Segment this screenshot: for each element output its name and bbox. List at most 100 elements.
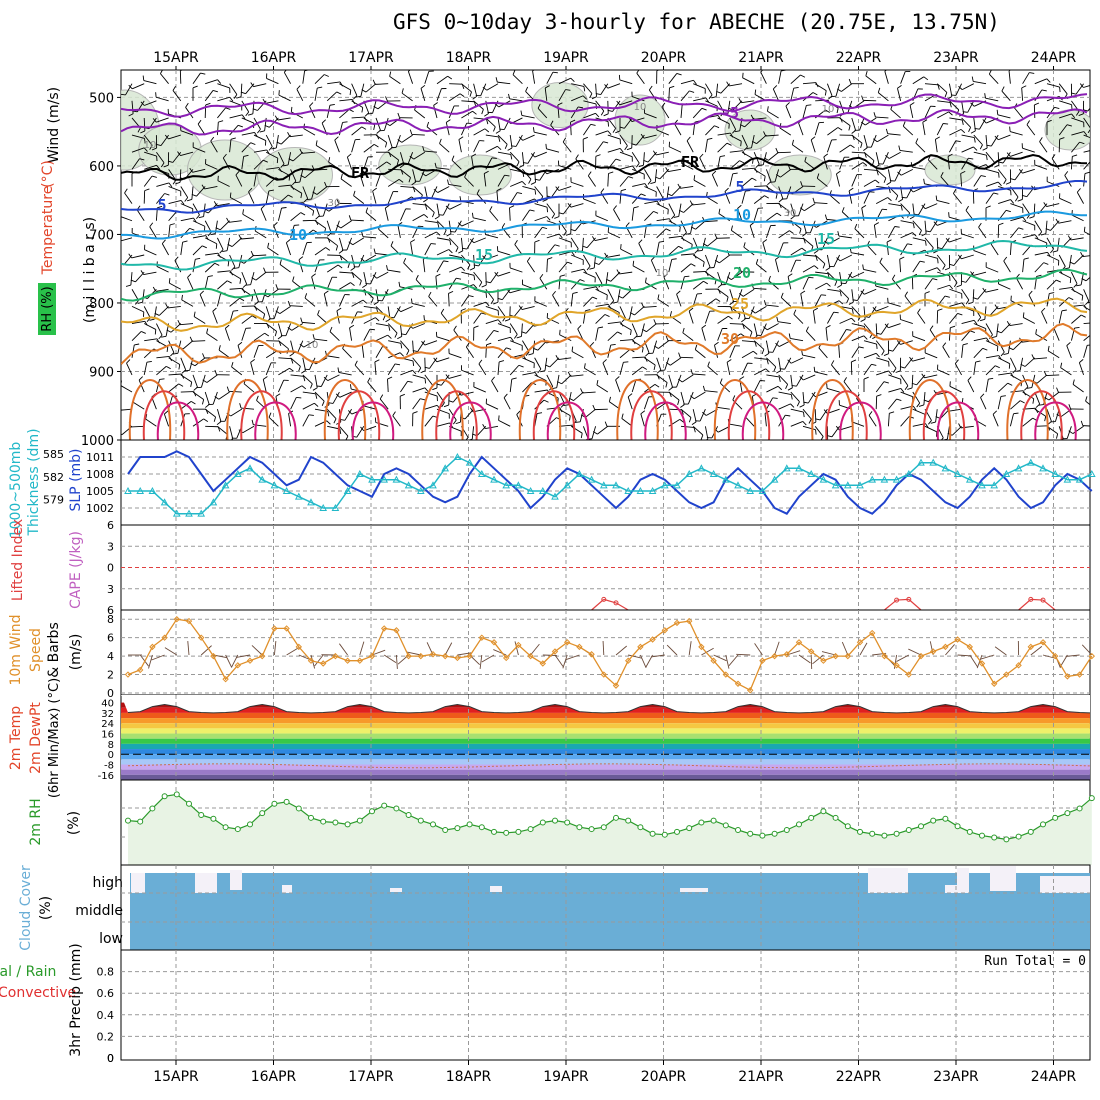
thickness-point	[709, 469, 718, 477]
wind-barb	[940, 176, 950, 187]
wind-barb-flag	[824, 90, 827, 96]
wind-barb-flag	[1073, 283, 1078, 288]
wind10-point	[124, 671, 132, 678]
wind10-barb	[1030, 646, 1043, 656]
wind-barb	[375, 346, 383, 359]
wind-barb-flag	[306, 198, 312, 201]
wind-barb-flag	[1008, 363, 1011, 369]
wind-barb-flag	[587, 171, 592, 176]
wind10-point	[1088, 652, 1096, 660]
wind-barb	[314, 87, 318, 101]
wind-barb-flag	[632, 260, 635, 266]
thickness-point	[575, 469, 584, 477]
wind-barb	[351, 139, 356, 153]
wind-barb	[644, 357, 656, 366]
wind-barb-flag	[361, 126, 367, 130]
wind-barb-flag	[446, 119, 451, 123]
surface-isotherm-lobe	[421, 379, 464, 440]
wind-barb	[302, 414, 310, 427]
wind10-barb	[1081, 644, 1093, 656]
wind10-barb	[896, 654, 910, 662]
wind-barb	[790, 88, 795, 101]
wind-barb-flag	[448, 400, 454, 403]
wind-barb-flag	[884, 70, 888, 72]
wind10-point	[368, 652, 376, 660]
wind-barb	[537, 108, 548, 119]
wind10-point	[759, 657, 766, 664]
wind-barb-flag	[743, 242, 746, 248]
wind-barb-flag	[191, 193, 197, 197]
wind10-barb	[236, 654, 251, 658]
wind-barb-flag	[227, 280, 232, 284]
wind-barb	[145, 418, 157, 427]
wind-barb	[1009, 323, 1023, 326]
wind-barb	[928, 159, 938, 170]
wind-barb	[814, 409, 817, 423]
lifted-tick-label: 6	[107, 604, 114, 617]
wind-barb-flag	[669, 85, 675, 89]
thickness-point	[136, 486, 145, 494]
thickness-point	[148, 486, 157, 494]
wind-barb	[253, 149, 267, 153]
wind-barb	[1083, 334, 1090, 341]
rh2m-point	[881, 832, 888, 839]
wind-barb-flag	[883, 353, 889, 356]
wind-barb	[973, 134, 983, 146]
rh2m-point	[527, 826, 534, 833]
wind-barb	[760, 71, 767, 84]
wind-barb-flag	[497, 297, 503, 301]
wind-barb-flag	[412, 350, 418, 352]
wind-barb	[674, 123, 682, 136]
rh2m-point	[661, 831, 668, 838]
wind-barb-flag	[328, 402, 334, 404]
wind-barb	[253, 83, 267, 88]
wind-barb-flag	[879, 257, 883, 263]
wind-barb	[826, 388, 840, 393]
wind-barb-flag	[815, 418, 821, 421]
wind-barb-flag	[267, 242, 270, 248]
wind-barb	[875, 340, 885, 352]
wind-barb	[731, 271, 743, 280]
wind-barb	[400, 186, 414, 188]
wind-barb	[912, 335, 926, 342]
wind-barb-flag	[762, 239, 768, 243]
wind-barb-flag	[850, 144, 855, 149]
wind-barb	[230, 197, 243, 205]
wind-barb	[338, 122, 343, 136]
wind10-label-c: & Barbs	[46, 622, 62, 678]
wind-barb-flag	[339, 428, 342, 435]
wind-barb-flag	[325, 247, 331, 251]
wind-barb-flag	[846, 298, 850, 304]
wind-barb	[490, 271, 499, 284]
wind-barb-flag	[768, 275, 771, 281]
wind-barb-flag	[443, 260, 449, 263]
wind-barb	[585, 408, 596, 418]
wind-barb-flag	[335, 245, 339, 251]
wind-barb	[485, 330, 495, 341]
wind-barb-flag	[1081, 295, 1084, 301]
thickness-point	[185, 509, 193, 517]
wind-barb	[160, 73, 169, 84]
rh2m-point	[417, 817, 424, 824]
isotherm-15	[121, 239, 1088, 271]
wind10-point	[588, 651, 595, 658]
wind-barb	[1010, 390, 1024, 393]
slp-tick-label: 1002	[86, 502, 114, 515]
wind-barb	[792, 144, 804, 153]
wind-barb-flag	[1008, 347, 1014, 351]
wind-barb	[949, 140, 957, 153]
wind-barb-flag	[640, 193, 646, 197]
wind-barb-flag	[172, 179, 177, 185]
wind-barb	[1001, 323, 1011, 334]
wind-barb-flag	[635, 162, 640, 168]
wind-barb	[534, 389, 548, 393]
wind-barb	[290, 357, 301, 367]
wind-barb	[714, 345, 719, 358]
wind-barb	[558, 391, 565, 405]
wind-barb-flag	[1040, 233, 1046, 236]
wind-barb	[607, 305, 620, 313]
wind-barb	[790, 421, 804, 427]
wind-barb	[228, 390, 242, 393]
wind-barb-flag	[682, 327, 685, 333]
wind-barb	[841, 83, 853, 92]
